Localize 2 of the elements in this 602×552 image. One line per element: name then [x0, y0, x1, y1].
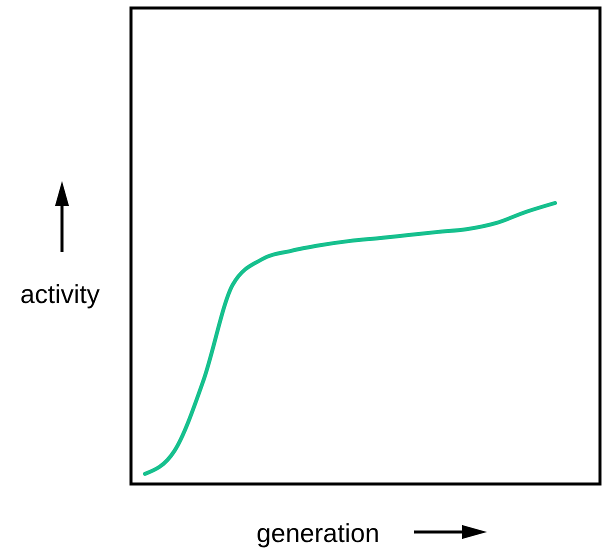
y-axis-title: activity	[20, 279, 100, 309]
x-axis-title: generation	[256, 518, 380, 548]
